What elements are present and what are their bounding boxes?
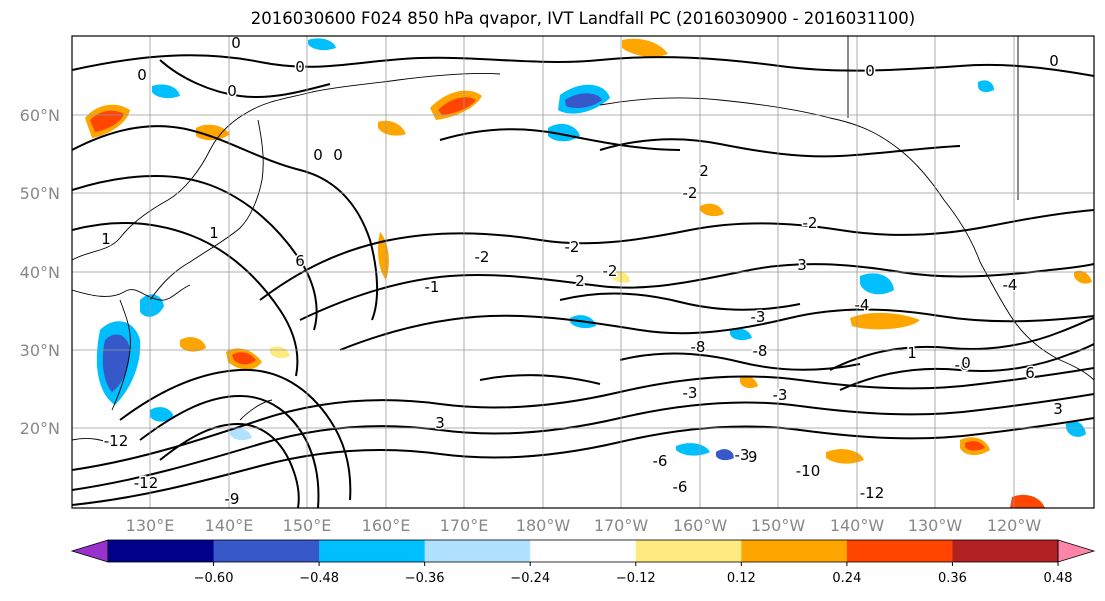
contour-label: 0 — [1049, 52, 1059, 70]
contour-label: -3 — [751, 308, 766, 326]
colorbar-segment — [635, 540, 742, 562]
contour-label: 0 — [231, 34, 241, 52]
lon-label-120w: 120°W — [987, 516, 1042, 535]
contour-label: 3 — [435, 414, 445, 432]
contour-label: -6 — [673, 478, 688, 496]
colorbar-segment — [319, 540, 426, 562]
contour-label: 1 — [101, 230, 111, 248]
lat-label-50n: 50°N — [20, 184, 60, 203]
colorbar-tick-label: 0.36 — [938, 571, 967, 586]
colorbar-segment — [530, 540, 637, 562]
lon-label-140e: 140°E — [205, 516, 254, 535]
colorbar: −0.60 −0.48 −0.36 −0.24 −0.12 0.12 0.24 0.36 0.4… — [70, 539, 1096, 586]
lon-label-170w: 170°W — [594, 516, 649, 535]
qvapor-shading — [85, 38, 1092, 508]
lon-label-150e: 150°E — [283, 516, 332, 535]
lon-label-180w: 180°W — [516, 516, 571, 535]
map-frame — [71, 35, 1095, 509]
contour-label: -3 — [773, 386, 788, 404]
contour-label: -6 — [955, 356, 970, 374]
contour-label: -3 — [735, 446, 750, 464]
contour-label: 1 — [907, 344, 917, 362]
contour-label: -12 — [860, 484, 885, 502]
contour-label: 0 — [313, 146, 323, 164]
lon-label-170e: 170°E — [440, 516, 489, 535]
contour-label: -9 — [743, 448, 758, 466]
contour-label: -12 — [104, 432, 129, 450]
longitude-labels: 130°E 140°E 150°E 160°E 170°E 180°W 170°… — [126, 516, 1042, 535]
contour-label: 1 — [209, 224, 219, 242]
lon-label-140w: 140°W — [830, 516, 885, 535]
colorbar-tick-label: 0.48 — [1044, 571, 1073, 586]
map-title: 2016030600 F024 850 hPa qvapor, IVT Land… — [250, 9, 916, 28]
contour-label: 2 — [699, 162, 709, 180]
colorbar-segment — [108, 540, 215, 562]
ivt-contours — [72, 54, 1094, 508]
colorbar-tick-label: 0.24 — [832, 571, 861, 586]
lon-label-130w: 130°W — [908, 516, 963, 535]
contour-label: 1 — [907, 344, 917, 362]
contour-label: -8 — [753, 342, 768, 360]
contour-label: -10 — [796, 462, 821, 480]
contour-label: -4 — [1003, 276, 1018, 294]
colorbar-segment — [213, 540, 320, 562]
contour-label: 0 — [227, 82, 237, 100]
contour-label: -12 — [134, 474, 159, 492]
contour-label: -2 — [475, 248, 490, 266]
contour-label: 0 — [961, 354, 971, 372]
contour-labels: 000 00 000-2-2-221 1-1-22-2-3 -3133-4-4-3-12… — [100, 34, 1065, 508]
contour-label: 6 — [1025, 364, 1035, 382]
colorbar-tick-label: −0.12 — [616, 571, 656, 586]
contour-label: -2 — [803, 214, 818, 232]
latitude-labels: 60°N 50°N 40°N 30°N 20°N — [20, 106, 60, 438]
contour-label: -9 — [225, 490, 240, 508]
contour-label: 3 — [797, 256, 807, 274]
colorbar-extend-high — [1057, 539, 1096, 563]
lat-lon-grid — [72, 36, 1094, 508]
colorbar-extend-low — [70, 539, 109, 563]
lat-label-30n: 30°N — [20, 341, 60, 360]
contour-label: -8 — [691, 338, 706, 356]
lon-label-150w: 150°W — [751, 516, 806, 535]
colorbar-tick-label: 0.12 — [727, 571, 756, 586]
lat-label-60n: 60°N — [20, 106, 60, 125]
colorbar-tick-label: −0.60 — [194, 571, 234, 586]
contour-label: 0 — [137, 66, 147, 84]
contour-label: 0 — [295, 58, 305, 76]
contour-label: 2 — [575, 272, 585, 290]
contour-label: 0 — [865, 62, 875, 80]
contour-label: -2 — [683, 184, 698, 202]
colorbar-segment — [741, 540, 848, 562]
contour-label: -4 — [855, 296, 870, 314]
colorbar-segment — [424, 540, 531, 562]
colorbar-tick-label: −0.24 — [510, 571, 550, 586]
contour-label: -1 — [425, 278, 440, 296]
colorbar-tick-label: −0.48 — [299, 571, 339, 586]
colorbar-frame — [107, 539, 1059, 563]
contour-label: 3 — [1053, 400, 1063, 418]
lon-label-160e: 160°E — [362, 516, 411, 535]
contour-label: -6 — [653, 452, 668, 470]
contour-label: 0 — [333, 146, 343, 164]
lat-label-40n: 40°N — [20, 263, 60, 282]
colorbar-segment — [846, 540, 953, 562]
coastlines — [72, 36, 1094, 447]
lat-label-20n: 20°N — [20, 419, 60, 438]
contour-label: -3 — [683, 384, 698, 402]
contour-label: 6 — [295, 252, 305, 270]
contour-label: -2 — [603, 262, 618, 280]
colorbar-tick-label: −0.36 — [405, 571, 445, 586]
lon-label-130e: 130°E — [126, 516, 175, 535]
lon-label-160w: 160°W — [673, 516, 728, 535]
colorbar-segment — [952, 540, 1059, 562]
contour-label: -2 — [565, 238, 580, 256]
